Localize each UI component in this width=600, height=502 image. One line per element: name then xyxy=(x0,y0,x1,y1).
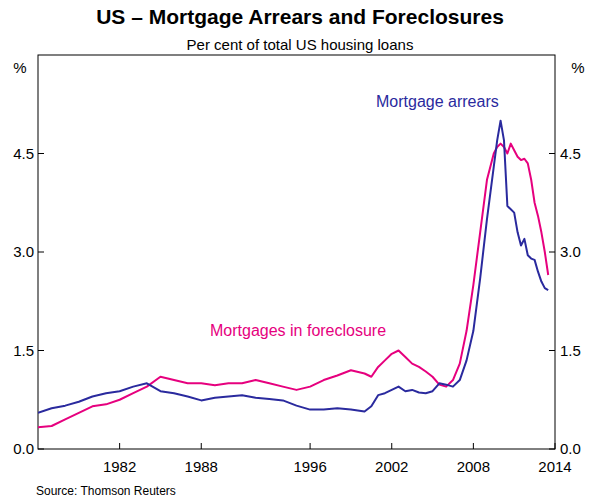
x-tick xyxy=(201,443,202,449)
y2-axis-label: % xyxy=(571,59,584,76)
y2-tick-label: 4.5 xyxy=(560,145,581,162)
series-line xyxy=(38,144,548,428)
y-tick xyxy=(38,252,44,253)
plot-area xyxy=(38,121,548,428)
x-tick-label: 2008 xyxy=(457,458,490,475)
y-tick-label: 1.5 xyxy=(13,342,34,359)
source: Source: Thomson Reuters xyxy=(36,484,176,498)
series-label: Mortgages in foreclosure xyxy=(210,322,386,339)
x-tick xyxy=(555,443,556,449)
x-tick-label: 2002 xyxy=(375,458,408,475)
subtitle: Per cent of total US housing loans xyxy=(187,36,414,53)
y-axis-label: % xyxy=(13,59,26,76)
y-tick xyxy=(38,153,44,154)
y-tick xyxy=(38,350,44,351)
y2-tick xyxy=(549,153,555,154)
x-tick xyxy=(391,443,392,449)
x-tick xyxy=(310,443,311,449)
y-tick xyxy=(38,449,44,450)
y-tick-label: 4.5 xyxy=(13,145,34,162)
series-line xyxy=(38,121,548,413)
x-tick-label: 1988 xyxy=(185,458,218,475)
y2-tick-label: 1.5 xyxy=(560,342,581,359)
x-tick-label: 1996 xyxy=(293,458,326,475)
chart: US – Mortgage Arrears and Foreclosures Pe… xyxy=(0,0,600,502)
title: US – Mortgage Arrears and Foreclosures xyxy=(96,5,504,28)
x-tick-label: 2014 xyxy=(538,458,571,475)
plot-frame xyxy=(38,55,555,449)
x-tick-label: 1982 xyxy=(103,458,136,475)
x-tick xyxy=(473,443,474,449)
y-tick-label: 3.0 xyxy=(13,243,34,260)
y2-tick xyxy=(549,350,555,351)
y2-tick-label: 3.0 xyxy=(560,243,581,260)
y-tick-label: 0.0 xyxy=(13,440,34,457)
y2-tick-label: 0.0 xyxy=(560,440,581,457)
x-tick xyxy=(119,443,120,449)
y2-tick xyxy=(549,252,555,253)
series-label: Mortgage arrears xyxy=(376,93,499,110)
y2-tick xyxy=(549,449,555,450)
